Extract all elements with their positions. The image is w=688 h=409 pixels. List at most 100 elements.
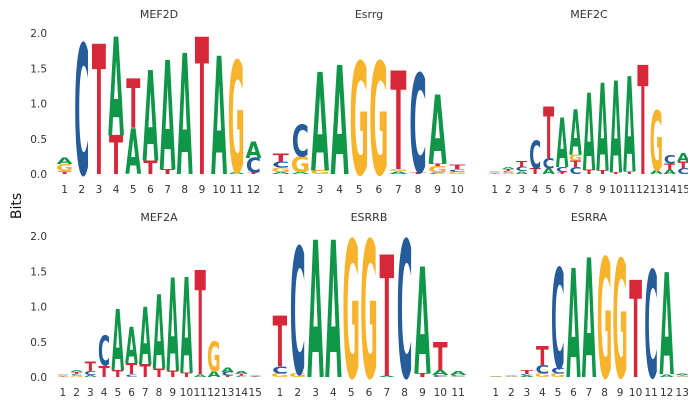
logo-letter-A: A bbox=[596, 60, 609, 200]
logo-letter-C: C bbox=[556, 166, 568, 174]
logo-letter-T: T bbox=[637, 36, 648, 210]
logo-letter-T: T bbox=[181, 372, 193, 379]
logo-letter-G: G bbox=[56, 162, 73, 173]
logo-letter-T: T bbox=[71, 371, 82, 374]
logo-letter-C: C bbox=[677, 167, 688, 176]
x-tick-label: 13 bbox=[676, 387, 688, 399]
y-tick-label: 0.5 bbox=[30, 134, 47, 146]
logo-letter-G: G bbox=[488, 173, 501, 174]
y-tick-label: 2.0 bbox=[30, 231, 47, 243]
logo-letter-T: T bbox=[58, 171, 73, 175]
logo-letter-A: A bbox=[70, 369, 84, 372]
logo-letter-T: T bbox=[410, 171, 427, 174]
logo-letter-A: A bbox=[664, 169, 677, 176]
x-tick-label: 13 bbox=[221, 387, 234, 399]
logo-letter-T: T bbox=[273, 303, 288, 384]
logo-letter-A: A bbox=[228, 171, 245, 174]
x-tick-label: 8 bbox=[415, 184, 422, 196]
x-tick-label: 4 bbox=[532, 184, 539, 196]
logo-letter-A: A bbox=[180, 252, 193, 405]
logo-letter-T: T bbox=[250, 375, 261, 376]
logo-letter-A: A bbox=[139, 292, 152, 383]
x-tick-label: 2 bbox=[73, 387, 80, 399]
x-tick-label: 11 bbox=[451, 387, 464, 399]
y-tick-label: 2.0 bbox=[30, 28, 47, 40]
logo-letter-A: A bbox=[166, 254, 179, 401]
x-tick-label: 12 bbox=[207, 387, 220, 399]
logo-letter-A: A bbox=[429, 77, 447, 187]
logo-letter-C: C bbox=[272, 161, 289, 170]
y-tick-label: 1.5 bbox=[30, 266, 47, 278]
x-tick-label: 7 bbox=[164, 184, 171, 196]
x-tick-label: 5 bbox=[130, 184, 137, 196]
x-tick-label: 9 bbox=[169, 387, 176, 399]
logo-letter-A: A bbox=[450, 371, 467, 377]
x-tick-label: 5 bbox=[356, 184, 363, 196]
x-tick-label: 11 bbox=[230, 184, 243, 196]
x-tick-label: 10 bbox=[451, 184, 464, 196]
logo-letter-T: T bbox=[536, 342, 549, 372]
logo-letter-T: T bbox=[557, 171, 568, 174]
x-tick-label: 5 bbox=[545, 184, 552, 196]
logo-letter-T: T bbox=[236, 373, 247, 376]
x-tick-label: 5 bbox=[348, 387, 355, 399]
x-tick-label: 1 bbox=[277, 387, 284, 399]
x-tick-label: 14 bbox=[663, 184, 677, 196]
logo-letter-C: C bbox=[397, 203, 413, 409]
x-tick-label: 10 bbox=[180, 387, 193, 399]
x-tick-label: 4 bbox=[113, 184, 120, 196]
y-tick-label: 0.5 bbox=[30, 337, 47, 349]
logo-letter-T: T bbox=[530, 167, 541, 176]
logo-letter-T: T bbox=[415, 373, 430, 379]
logo-letter-A: A bbox=[556, 104, 569, 184]
logo-letter-G: G bbox=[389, 168, 408, 171]
panel-title: MEF2D bbox=[140, 8, 178, 21]
logo-letter-C: C bbox=[84, 371, 96, 377]
y-tick-label: 1.0 bbox=[30, 99, 47, 111]
logo-letter-A: A bbox=[659, 374, 674, 378]
logo-letter-G: G bbox=[228, 30, 245, 208]
logo-letter-T: T bbox=[570, 160, 581, 170]
x-tick-label: 6 bbox=[570, 387, 577, 399]
logo-letter-G: G bbox=[675, 376, 688, 377]
logo-letter-A: A bbox=[583, 71, 596, 195]
x-tick-label: 11 bbox=[194, 387, 207, 399]
logo-letter-C: C bbox=[644, 241, 658, 409]
logo-letter-T: T bbox=[597, 170, 609, 176]
x-tick-label: 4 bbox=[336, 184, 343, 196]
logo-letter-C: C bbox=[98, 329, 110, 376]
x-tick-label: 3 bbox=[96, 184, 103, 196]
logo-letter-T: T bbox=[153, 367, 165, 380]
logo-letter-C: C bbox=[249, 376, 261, 377]
panel-title: Esrrg bbox=[355, 8, 383, 21]
logo-letter-A: A bbox=[569, 96, 582, 170]
logo-letter-A: A bbox=[211, 25, 227, 213]
logo-letter-C: C bbox=[502, 171, 514, 173]
logo-letter-A: A bbox=[160, 32, 176, 206]
x-tick-label: 1 bbox=[491, 184, 498, 196]
logo-letter-C: C bbox=[516, 166, 528, 173]
x-tick-label: 1 bbox=[61, 184, 68, 196]
logo-letter-G: G bbox=[271, 167, 290, 174]
logo-letter-A: A bbox=[108, 9, 124, 167]
x-tick-label: 10 bbox=[609, 184, 622, 196]
logo-letter-C: C bbox=[449, 168, 466, 173]
logo-letter-T: T bbox=[222, 375, 233, 377]
logo-letter-A: A bbox=[221, 367, 234, 374]
x-tick-label: 9 bbox=[617, 387, 624, 399]
logo-letter-G: G bbox=[448, 171, 467, 174]
x-tick-label: 10 bbox=[212, 184, 225, 196]
logo-letter-G: G bbox=[70, 375, 84, 377]
logo-letter-T: T bbox=[126, 66, 140, 144]
logo-letter-A: A bbox=[57, 156, 74, 166]
x-tick-label: 7 bbox=[142, 387, 149, 399]
logo-letter-C: C bbox=[125, 373, 137, 378]
logo-letter-C: C bbox=[520, 374, 534, 376]
logo-letter-C: C bbox=[222, 371, 234, 377]
x-tick-label: 6 bbox=[366, 387, 373, 399]
logo-letter-A: A bbox=[84, 374, 98, 377]
logo-letter-T: T bbox=[449, 164, 465, 171]
